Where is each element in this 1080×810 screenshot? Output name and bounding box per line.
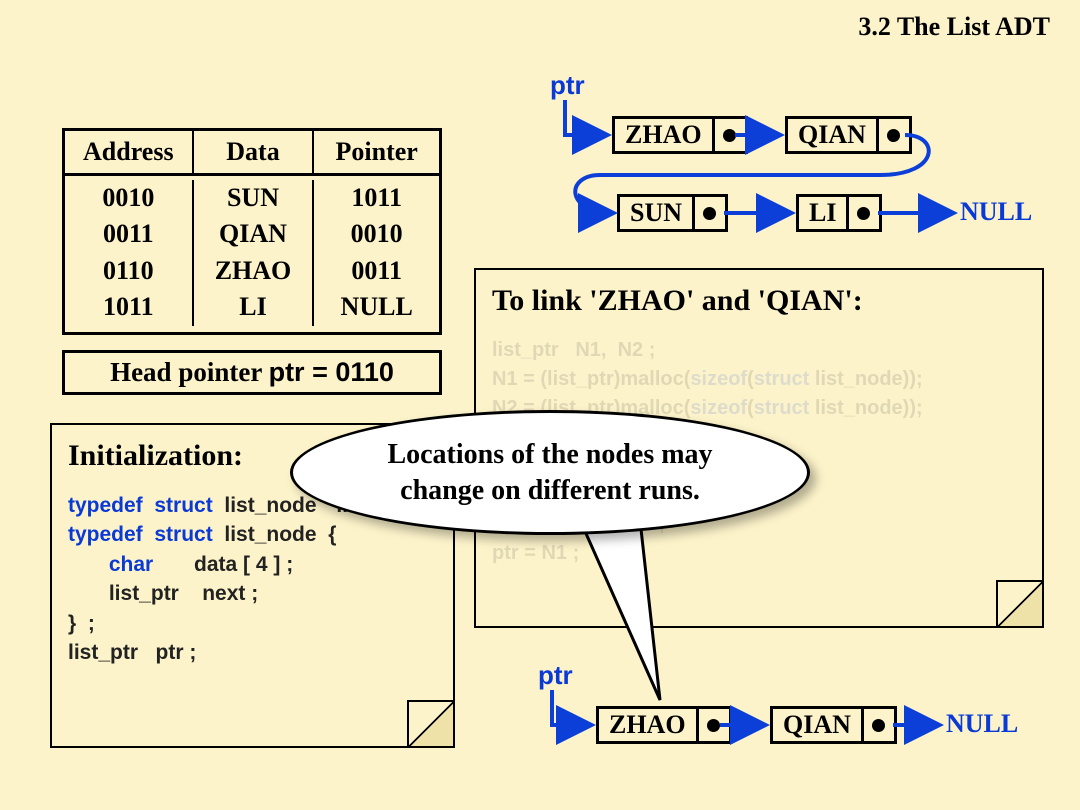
note2-title: To link 'ZHAO' and 'QIAN': xyxy=(492,284,1026,318)
pointer-dot-icon xyxy=(695,197,725,229)
pointer-dot-icon xyxy=(864,709,894,741)
cell: 0011 xyxy=(314,253,439,289)
ll-node-qian-top: QIAN xyxy=(785,116,912,154)
node-label: SUN xyxy=(620,197,695,229)
table-row: 0011 QIAN 0010 xyxy=(65,216,439,252)
node-label: QIAN xyxy=(788,119,879,151)
cell: LI xyxy=(194,289,315,325)
ptr-label-top: ptr xyxy=(550,70,585,101)
speech-bubble: Locations of the nodes may change on dif… xyxy=(290,410,810,535)
node-label: LI xyxy=(799,197,849,229)
cell: 0010 xyxy=(314,216,439,252)
ll-node-sun-top: SUN xyxy=(617,194,728,232)
null-label-top: NULL xyxy=(960,197,1032,227)
pointer-dot-icon xyxy=(879,119,909,151)
memory-table: Address Data Pointer 0010 SUN 1011 0011 … xyxy=(62,128,442,335)
cell: SUN xyxy=(194,180,315,216)
cell: QIAN xyxy=(194,216,315,252)
bubble-line1: Locations of the nodes may xyxy=(293,437,807,473)
cell: 0011 xyxy=(65,216,194,252)
table-header: Address Data Pointer xyxy=(65,131,439,176)
cell: NULL xyxy=(314,289,439,325)
cell: 1011 xyxy=(314,180,439,216)
table-row: 0010 SUN 1011 xyxy=(65,180,439,216)
ll-node-qian-bottom: QIAN xyxy=(770,706,897,744)
ll-node-zhao-bottom: ZHAO xyxy=(596,706,732,744)
bubble-line2: change on different runs. xyxy=(293,473,807,509)
ll-node-li-top: LI xyxy=(796,194,882,232)
table-row: 1011 LI NULL xyxy=(65,289,439,325)
cell: 0010 xyxy=(65,180,194,216)
ptr-label-bottom: ptr xyxy=(538,660,573,691)
cell: ZHAO xyxy=(194,253,315,289)
head-pointer-prefix: Head pointer xyxy=(110,357,269,387)
col-address: Address xyxy=(65,131,194,173)
pointer-dot-icon xyxy=(699,709,729,741)
head-pointer-val: 0110 xyxy=(335,357,394,387)
cell: 0110 xyxy=(65,253,194,289)
cell: 1011 xyxy=(65,289,194,325)
node-label: ZHAO xyxy=(599,709,699,741)
head-pointer-var: ptr = xyxy=(269,357,336,387)
col-pointer: Pointer xyxy=(314,131,439,173)
node-label: ZHAO xyxy=(615,119,715,151)
pointer-dot-icon xyxy=(849,197,879,229)
table-body: 0010 SUN 1011 0011 QIAN 0010 0110 ZHAO 0… xyxy=(65,176,439,332)
null-label-bottom: NULL xyxy=(946,709,1018,739)
head-pointer-box: Head pointer ptr = 0110 xyxy=(62,350,442,395)
ll-node-zhao-top: ZHAO xyxy=(612,116,748,154)
node-label: QIAN xyxy=(773,709,864,741)
page-title: 3.2 The List ADT xyxy=(858,12,1050,42)
table-row: 0110 ZHAO 0011 xyxy=(65,253,439,289)
pointer-dot-icon xyxy=(715,119,745,151)
col-data: Data xyxy=(194,131,315,173)
